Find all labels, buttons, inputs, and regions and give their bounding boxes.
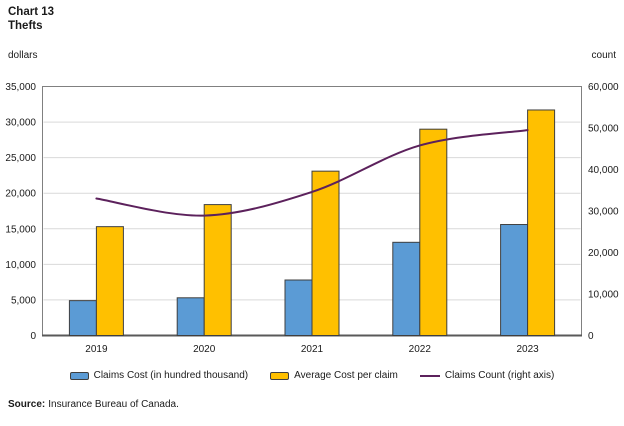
right-axis-tick-label: 0 [588,331,594,342]
right-axis-unit-label: count [591,50,616,61]
bar-claims-cost-2023 [500,224,529,336]
bar-average-cost-2022 [419,128,448,336]
chart-legend: Claims Cost (in hundred thousand) Averag… [0,370,624,381]
x-axis-tick-label: 2021 [301,344,324,355]
left-axis-unit-label: dollars [8,50,38,61]
legend-item-claims-cost: Claims Cost (in hundred thousand) [69,370,249,381]
average-cost-swatch-icon [270,371,290,380]
left-axis-tick-label: 10,000 [5,260,36,271]
left-axis-tick-label: 5,000 [11,295,36,306]
right-axis-tick-label: 30,000 [588,207,619,218]
bar-average-cost-2020 [203,204,232,336]
right-axis-tick-label: 60,000 [588,82,619,93]
chart-header: Chart 13 Thefts [8,5,54,33]
legend-item-average-cost: Average Cost per claim [270,370,398,381]
left-axis-tick-label: 20,000 [5,189,36,200]
source-text: Insurance Bureau of Canada. [48,399,179,410]
claims-count-line-swatch-icon [419,374,440,377]
right-axis-tick-label: 50,000 [588,124,619,135]
left-axis-tick-label: 0 [30,331,36,342]
bar-claims-cost-2022 [392,241,421,336]
legend-label-average-cost: Average Cost per claim [294,370,398,381]
bar-average-cost-2023 [527,109,556,336]
source-note: Source: Insurance Bureau of Canada. [8,399,179,410]
x-axis-tick-label: 2022 [409,344,432,355]
left-axis-tick-label: 30,000 [5,118,36,129]
source-label: Source: [8,399,46,410]
x-axis-tick-label: 2020 [193,344,216,355]
thefts-chart: 0 5,000 10,000 15,000 20,000 25,000 30,000 35,0… [5,82,619,355]
bar-claims-cost-2020 [176,297,205,336]
right-axis-tick-label: 20,000 [588,248,619,259]
legend-label-claims-cost: Claims Cost (in hundred thousand) [93,370,249,381]
bar-average-cost-2021 [311,170,340,336]
right-axis-tick-label: 10,000 [588,290,619,301]
x-axis-tick-label: 2019 [85,344,108,355]
left-axis-tick-label: 15,000 [5,224,36,235]
legend-label-claims-count: Claims Count (right axis) [444,370,555,381]
bar-average-cost-2019 [95,226,124,336]
claims-count-line [95,129,529,217]
x-axis-tick-label: 2023 [516,344,539,355]
left-axis-tick-label: 35,000 [5,82,36,93]
left-axis-tick-label: 25,000 [5,153,36,164]
claims-cost-swatch-icon [69,371,89,380]
right-axis-tick-label: 40,000 [588,165,619,176]
bar-claims-cost-2021 [284,279,313,337]
page-title: Thefts [8,20,43,32]
bar-claims-cost-2019 [68,300,97,337]
chart-number: Chart 13 [8,6,55,18]
legend-item-claims-count: Claims Count (right axis) [419,370,555,381]
